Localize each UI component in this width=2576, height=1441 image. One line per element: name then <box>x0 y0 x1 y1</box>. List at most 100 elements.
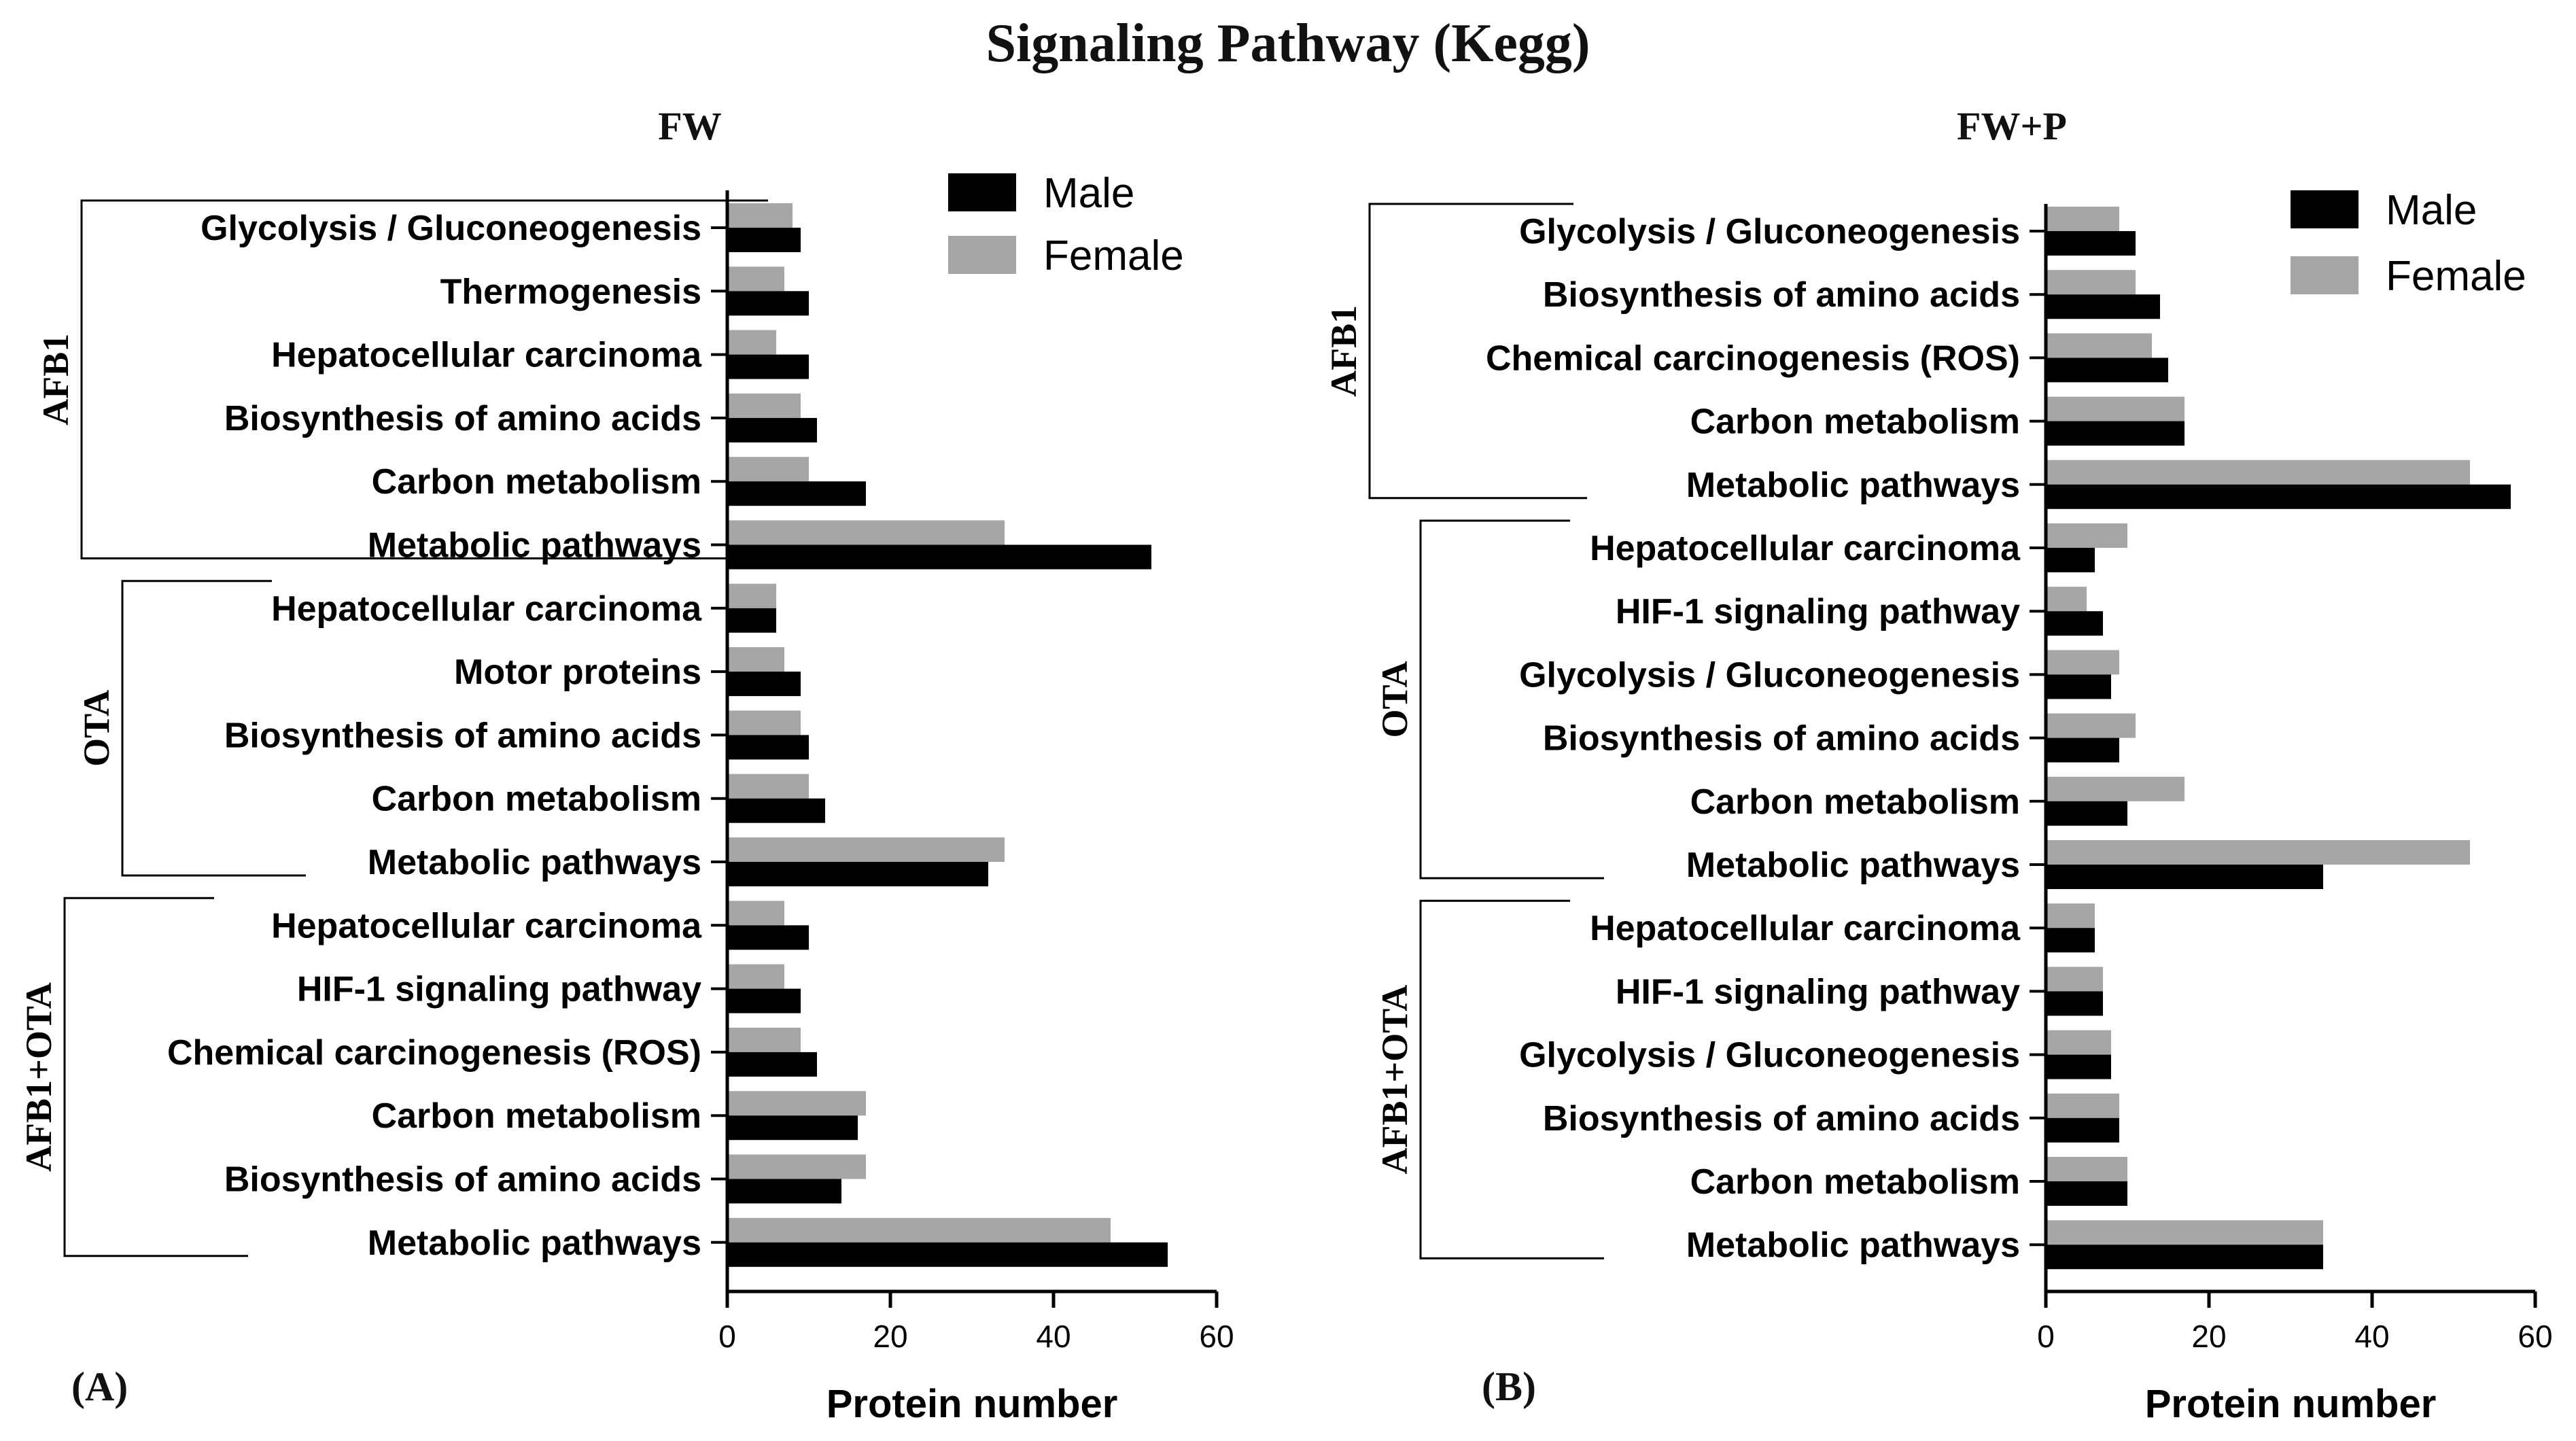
group-bracket <box>63 897 248 1257</box>
category-label: Carbon metabolism <box>1690 782 2020 822</box>
bar-female <box>2046 1093 2119 1118</box>
category-label: Hepatocellular carcinoma <box>1590 529 2021 568</box>
bar-female <box>2046 903 2095 928</box>
category-label: Carbon metabolism <box>372 1096 701 1136</box>
group-bracket <box>80 199 768 559</box>
bar-female <box>727 330 776 355</box>
bar-female <box>727 1091 866 1116</box>
bar-male <box>2046 484 2511 509</box>
panel-a-chart: FW Glycolysis / Gluconeogenesis Thermogene… <box>18 104 1234 1426</box>
category-label: Carbon metabolism <box>1690 402 2020 442</box>
bar-male <box>727 988 801 1013</box>
bar-female <box>2046 333 2152 358</box>
bar-female <box>727 520 1005 545</box>
bar-male <box>727 1179 841 1204</box>
bar-male <box>2046 548 2095 572</box>
category-label: Metabolic pathways <box>368 1223 701 1263</box>
category-label: Carbon metabolism <box>1690 1162 2020 1202</box>
bar-female <box>2046 587 2087 612</box>
group-label: AFB1+OTA <box>18 982 59 1172</box>
category-label: Chemical carcinogenesis (ROS) <box>167 1033 701 1073</box>
legend-swatch <box>948 236 1016 274</box>
bar-female <box>2046 523 2127 548</box>
category-label: Biosynthesis of amino acids <box>1543 719 2020 759</box>
bar-male <box>2046 928 2095 953</box>
bar-female <box>2046 776 2185 801</box>
bar-female <box>727 266 784 292</box>
bar-female <box>2046 396 2185 421</box>
panel-title: FW+P <box>1957 104 2067 148</box>
bar-male <box>727 925 809 950</box>
bar-female <box>727 710 801 735</box>
bar-male <box>2046 1117 2119 1143</box>
category-label: Metabolic pathways <box>1686 466 2020 505</box>
category-label: Metabolic pathways <box>368 843 701 882</box>
x-tick-label: 40 <box>1036 1319 1071 1354</box>
category-label: Glycolysis / Gluconeogenesis <box>1519 655 2020 695</box>
bar-male <box>2046 421 2185 446</box>
category-label: Biosynthesis of amino acids <box>224 399 701 438</box>
bar-female <box>727 774 809 799</box>
category-label: Biosynthesis of amino acids <box>224 716 701 755</box>
bar-female <box>727 393 801 418</box>
bar-female <box>727 964 784 989</box>
bar-female <box>727 457 809 482</box>
bar-female <box>727 1027 801 1052</box>
bar-male <box>2046 611 2103 636</box>
bar-male <box>727 608 776 633</box>
group-bracket <box>1368 203 1587 500</box>
bar-male <box>2046 1181 2127 1206</box>
bar-female <box>2046 967 2103 992</box>
bar-male <box>727 291 809 316</box>
category-label: Glycolysis / Gluconeogenesis <box>1519 1036 2020 1075</box>
panel-b-label: (B) <box>1482 1364 1536 1409</box>
group-bracket <box>1419 899 1604 1260</box>
bar-female <box>2046 270 2136 295</box>
bar-female <box>727 1154 866 1179</box>
bar-female <box>2046 713 2136 738</box>
category-label: Chemical carcinogenesis (ROS) <box>1486 338 2020 378</box>
bar-male <box>727 481 866 506</box>
category-label: Carbon metabolism <box>372 462 701 502</box>
x-tick-label: 20 <box>2191 1319 2226 1354</box>
bar-male <box>2046 991 2103 1016</box>
category-label: Carbon metabolism <box>372 780 701 819</box>
legend-swatch <box>2291 256 2359 294</box>
legend-label: Male <box>2386 187 2477 234</box>
bar-male <box>727 862 988 886</box>
bar-male <box>727 798 825 823</box>
legend-label: Female <box>2386 253 2526 300</box>
category-label: HIF-1 signaling pathway <box>1616 592 2020 631</box>
bar-male <box>727 735 809 760</box>
bar-female <box>727 203 793 228</box>
bar-male <box>727 1242 1168 1267</box>
category-label: Metabolic pathways <box>1686 1226 2020 1265</box>
category-label: Metabolic pathways <box>1686 846 2020 885</box>
bar-female <box>727 901 784 926</box>
legend-label: Male <box>1043 170 1134 217</box>
bar-female <box>2046 459 2470 485</box>
panel-a-label: (A) <box>71 1364 128 1409</box>
bar-male <box>2046 1054 2111 1079</box>
category-label: Thermogenesis <box>440 272 701 311</box>
bar-male <box>727 417 817 442</box>
bar-female <box>727 647 784 672</box>
bar-female <box>2046 1157 2127 1181</box>
x-tick-label: 20 <box>873 1319 907 1354</box>
category-label: Motor proteins <box>454 653 701 692</box>
group-bracket <box>1419 519 1604 880</box>
bar-male <box>2046 865 2323 889</box>
category-label: Hepatocellular carcinoma <box>271 906 702 945</box>
legend-label: Female <box>1043 232 1184 279</box>
bar-male <box>727 354 809 379</box>
category-label: Hepatocellular carcinoma <box>271 589 702 629</box>
group-label: OTA <box>1374 661 1415 737</box>
bar-female <box>2046 1030 2111 1055</box>
bar-male <box>727 672 801 697</box>
x-tick-label: 60 <box>1199 1319 1234 1354</box>
panel-title: FW <box>658 104 721 148</box>
legend-swatch <box>2291 190 2359 228</box>
x-tick-label: 40 <box>2354 1319 2389 1354</box>
x-tick-label: 60 <box>2518 1319 2552 1354</box>
